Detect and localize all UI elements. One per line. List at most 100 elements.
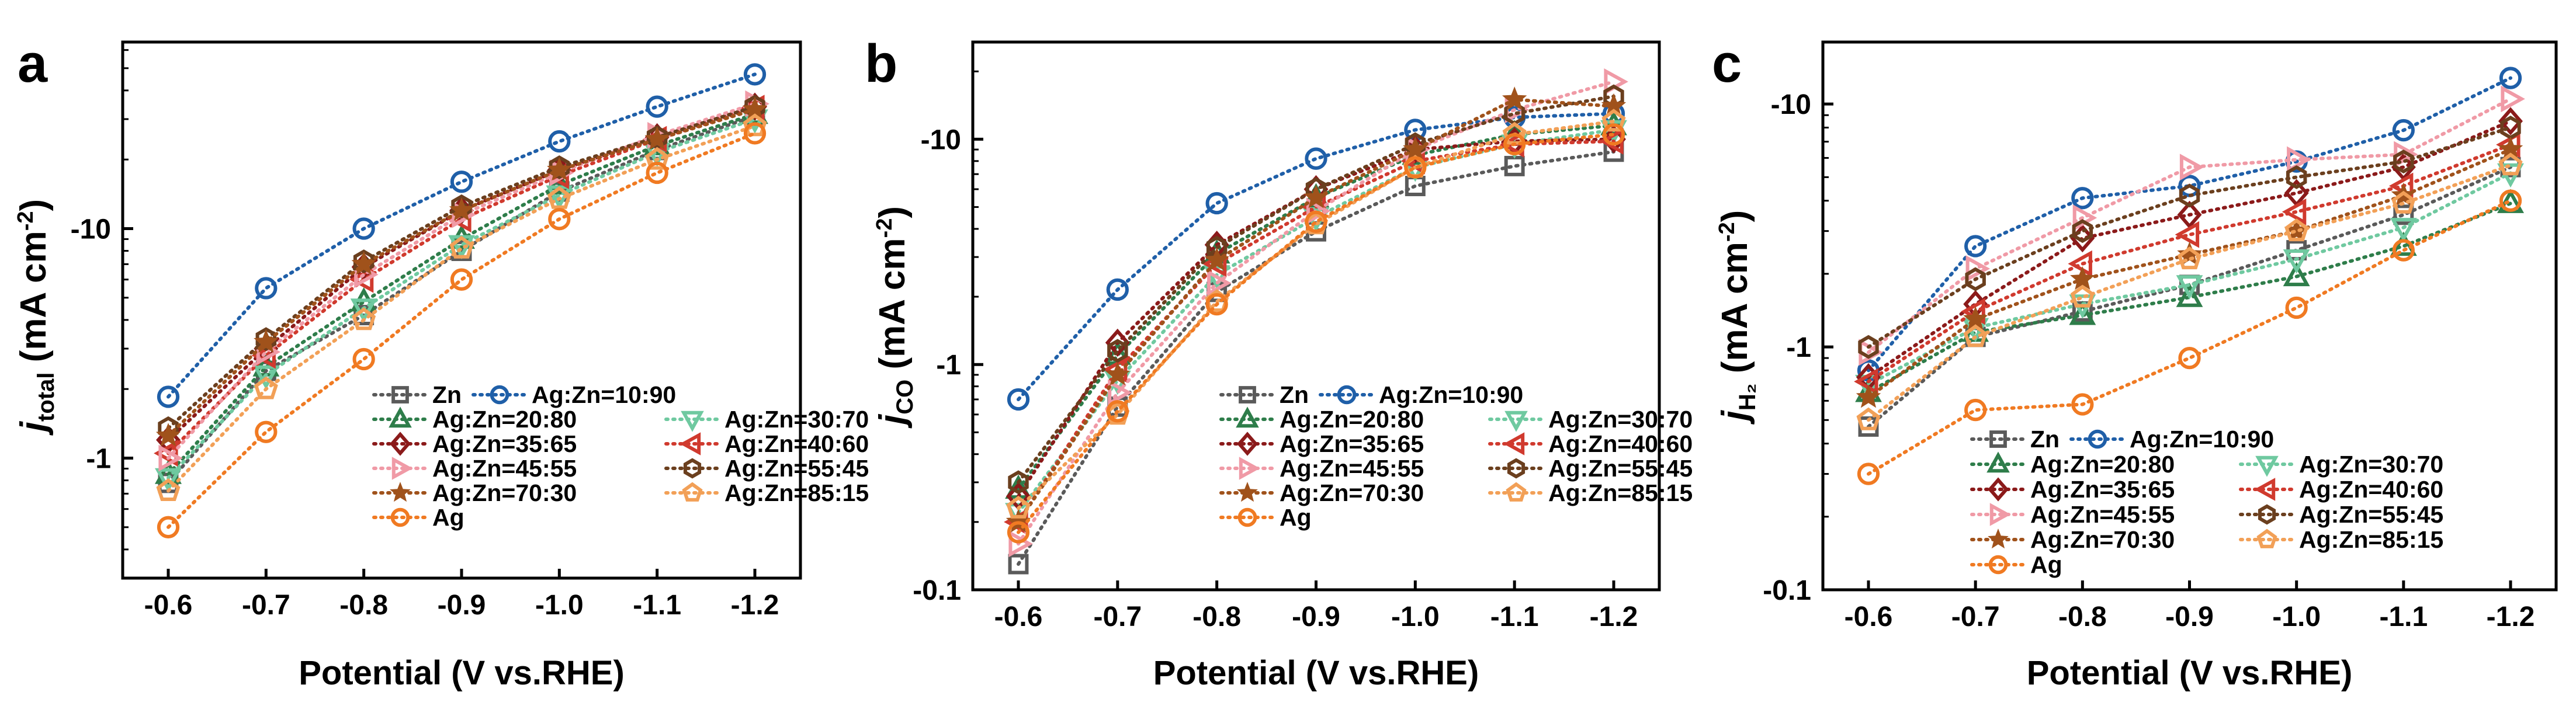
marker-hexagon — [2286, 165, 2307, 189]
series-line — [1867, 126, 2512, 349]
y-axis-title-main: j — [13, 420, 54, 436]
marker-triangle-up — [1986, 451, 2010, 473]
marker-square — [1008, 554, 1029, 575]
y-axis-title-exp: -2 — [1715, 222, 1739, 242]
legend-entry-ag-zn-30-70: Ag:Zn=30:70 — [664, 406, 869, 433]
legend-entry-ag-zn-55-45: Ag:Zn=55:45 — [1488, 455, 1693, 482]
legend-entry-ag-zn-85-15: Ag:Zn=85:15 — [664, 479, 869, 506]
legend-label: Ag:Zn=35:65 — [1280, 430, 1424, 457]
marker-star — [1105, 361, 1130, 385]
marker-triangle-up — [2390, 231, 2417, 256]
marker-star — [351, 251, 376, 275]
y-axis-title-exp: -2 — [872, 218, 897, 238]
marker-circle — [1964, 398, 1987, 422]
y-tick-label: -10 — [921, 124, 961, 155]
legend-entry-ag-zn-70-30: Ag:Zn=70:30 — [372, 479, 577, 506]
x-tick-label: -0.7 — [1951, 601, 2000, 632]
marker-triangle-right — [1965, 255, 1991, 282]
y-tick-label: -0.1 — [1763, 575, 1811, 606]
chart-panel-c: c -0.6 -0.7 -0.8 -0.9 -1.0 -1.1 -1.2 -0.1 -1 -10 Po… — [1712, 34, 2558, 692]
marker-square — [1989, 430, 2007, 448]
marker-circle — [390, 507, 410, 527]
marker-triangle-down — [1203, 265, 1230, 290]
series-ag-zn-10-90 — [157, 63, 767, 408]
x-tick-label: -1.0 — [535, 590, 584, 621]
legend-label: Ag:Zn=85:15 — [1548, 479, 1693, 506]
legend-label: Ag:Zn=70:30 — [432, 479, 577, 506]
y-axis-title-main: j — [872, 413, 913, 429]
y-tick-label: -10 — [1771, 89, 1811, 120]
legend-label: Ag:Zn=45:55 — [2030, 501, 2175, 528]
marker-triangle-left — [1854, 368, 1878, 395]
legend-label: Ag — [1280, 504, 1312, 531]
plot-frame — [971, 40, 1661, 592]
x-tick-label: -0.9 — [438, 590, 486, 621]
legend-label: Ag:Zn=85:15 — [724, 479, 869, 506]
legend-label: Zn — [2030, 426, 2060, 453]
marker-star — [1988, 528, 2009, 549]
marker-star — [2070, 266, 2095, 290]
marker-square — [391, 386, 409, 404]
marker-circle — [743, 63, 767, 86]
marker-circle — [1106, 278, 1129, 301]
marker-circle — [2392, 119, 2415, 142]
legend-entry-ag-zn-45-55: Ag:Zn=45:55 — [1970, 501, 2175, 528]
legend-entry-ag-zn-20-80: Ag:Zn=20:80 — [372, 406, 577, 433]
marker-pentagon — [1506, 482, 1527, 502]
legend-entry-zn: Zn — [1970, 426, 2060, 453]
legend-entry-ag: Ag — [1970, 551, 2062, 578]
marker-triangle-down — [2176, 275, 2203, 300]
marker-triangle-down — [2255, 455, 2279, 477]
marker-diamond — [1988, 477, 2009, 502]
y-axis-title-close: ) — [1715, 210, 1755, 222]
legend-label: Ag:Zn=40:60 — [1548, 430, 1693, 457]
marker-pentagon — [743, 113, 767, 137]
marker-circle — [1106, 400, 1129, 423]
marker-hexagon — [1107, 339, 1128, 363]
legend-entry-ag-zn-10-90: Ag:Zn=10:90 — [471, 381, 676, 408]
marker-circle — [1857, 462, 1880, 485]
legend-entry-zn: Zn — [372, 381, 462, 408]
marker-circle — [1964, 235, 1987, 258]
marker-diamond — [2498, 107, 2523, 135]
marker-pentagon — [2256, 528, 2277, 548]
marker-circle — [646, 95, 668, 118]
marker-circle — [2392, 239, 2415, 262]
marker-diamond — [390, 432, 411, 456]
x-tick-label: -1.1 — [1490, 601, 1539, 632]
legend-label: Ag:Zn=70:30 — [1280, 479, 1424, 506]
marker-hexagon — [1858, 335, 1879, 359]
y-axis-title-exp: -2 — [13, 211, 38, 231]
y-axis-title-sub: CO — [892, 380, 918, 415]
marker-hexagon — [1507, 458, 1526, 479]
legend-label: Ag:Zn=10:90 — [2130, 426, 2274, 453]
marker-triangle-left — [2254, 478, 2276, 501]
x-tick-label: -0.6 — [1845, 601, 1893, 632]
legend-label: Ag:Zn=20:80 — [2030, 451, 2175, 478]
marker-star — [390, 482, 411, 502]
marker-hexagon — [2179, 183, 2200, 208]
marker-pentagon — [2391, 190, 2416, 214]
x-tick-label: -0.8 — [339, 590, 388, 621]
legend-label: Ag:Zn=70:30 — [2030, 526, 2175, 553]
panel-letter: a — [18, 34, 48, 93]
marker-pentagon — [1006, 495, 1031, 519]
marker-pentagon — [1601, 109, 1626, 132]
x-tick-label: -0.7 — [242, 590, 290, 621]
plot-frame — [1821, 40, 2558, 592]
marker-diamond — [2177, 200, 2202, 229]
marker-triangle-up — [2176, 283, 2203, 307]
series-ag-zn-85-15 — [1856, 152, 2523, 430]
marker-circle — [157, 516, 180, 538]
marker-hexagon — [549, 155, 570, 179]
marker-circle — [1205, 293, 1228, 316]
chart-panel-b: b -0.6 -0.7 -0.8 -0.9 -1.0 -1.1 -1.2 -0.1 -1 -10 Po… — [865, 34, 1693, 692]
marker-circle — [255, 277, 278, 300]
marker-star — [1963, 306, 1988, 330]
marker-triangle-up — [2283, 262, 2310, 287]
legend-label: Ag:Zn=55:45 — [1548, 455, 1693, 482]
legend-label: Ag:Zn=10:90 — [532, 381, 676, 408]
marker-star — [1237, 482, 1258, 502]
series-ag-zn-55-45 — [1858, 116, 2521, 359]
marker-pentagon — [1963, 324, 1988, 347]
